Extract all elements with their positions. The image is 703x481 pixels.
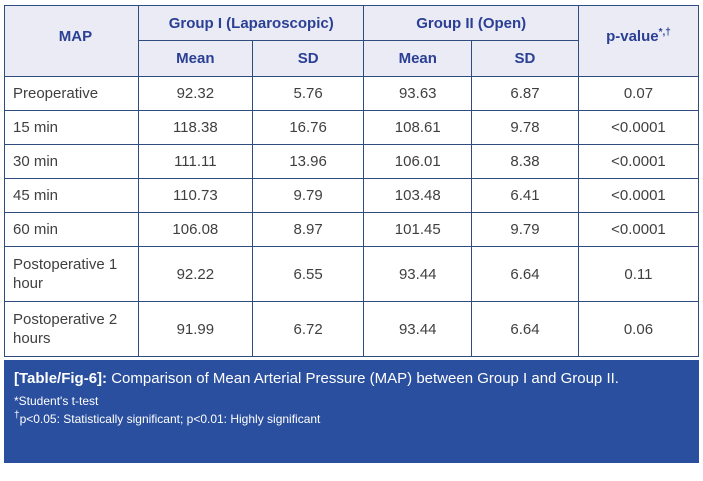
p-value: <0.0001 bbox=[577, 110, 700, 145]
table-row-postop-2hours: Postoperative 2 hours 91.99 6.72 93.44 6… bbox=[4, 301, 700, 357]
figure-caption: [Table/Fig-6]: Comparison of Mean Arteri… bbox=[4, 360, 699, 463]
group1-sd-value: 8.97 bbox=[251, 212, 365, 247]
group2-sd-value: 6.64 bbox=[471, 301, 579, 357]
group1-sd-value: 6.55 bbox=[251, 246, 365, 302]
group2-sd-value: 9.78 bbox=[471, 110, 579, 145]
group1-mean-value: 92.32 bbox=[137, 76, 253, 111]
p-value-header-label: p-value bbox=[606, 27, 659, 45]
row-label: Postoperative 2 hours bbox=[4, 301, 139, 357]
row-label: 45 min bbox=[4, 178, 139, 213]
group2-sd-value: 8.38 bbox=[471, 144, 579, 179]
table-row-60min: 60 min 106.08 8.97 101.45 9.79 <0.0001 bbox=[4, 212, 700, 247]
row-label: 15 min bbox=[4, 110, 139, 145]
group2-mean-value: 93.63 bbox=[363, 76, 473, 111]
table-row-45min: 45 min 110.73 9.79 103.48 6.41 <0.0001 bbox=[4, 178, 700, 213]
group1-sd-value: 13.96 bbox=[251, 144, 365, 179]
row-label: 30 min bbox=[4, 144, 139, 179]
group2-mean-value: 106.01 bbox=[363, 144, 473, 179]
footnote-significance: †p<0.05: Statistically significant; p<0.… bbox=[14, 410, 687, 428]
caption-tag: [Table/Fig-6]: bbox=[14, 370, 108, 387]
group1-mean-value: 110.73 bbox=[137, 178, 253, 213]
group2-sd-value: 6.64 bbox=[471, 246, 579, 302]
p-value-header: p-value*,† bbox=[577, 5, 700, 77]
p-value: 0.07 bbox=[577, 76, 700, 111]
table-row-30min: 30 min 111.11 13.96 106.01 8.38 <0.0001 bbox=[4, 144, 700, 179]
group1-header: Group I (Laparoscopic) bbox=[137, 5, 365, 41]
group1-mean-value: 91.99 bbox=[137, 301, 253, 357]
group2-sd-value: 6.41 bbox=[471, 178, 579, 213]
group-header-row: MAP Group I (Laparoscopic) Group II (Ope… bbox=[4, 5, 700, 77]
table-row-15min: 15 min 118.38 16.76 108.61 9.78 <0.0001 bbox=[4, 110, 700, 145]
table-figure: MAP Group I (Laparoscopic) Group II (Ope… bbox=[4, 5, 700, 463]
table-header: MAP Group I (Laparoscopic) Group II (Ope… bbox=[4, 5, 700, 77]
footnote-students-t-test: *Student's t-test bbox=[14, 394, 99, 408]
sub-header-row: Mean SD Mean SD bbox=[5, 40, 699, 77]
group2-mean-value: 93.44 bbox=[363, 301, 473, 357]
group2-mean-value: 108.61 bbox=[363, 110, 473, 145]
group2-mean-value: 103.48 bbox=[363, 178, 473, 213]
p-value: <0.0001 bbox=[577, 212, 700, 247]
p-value-header-superscript: *,† bbox=[658, 26, 671, 38]
map-comparison-table: MAP Group I (Laparoscopic) Group II (Ope… bbox=[4, 5, 700, 357]
group1-sd-value: 5.76 bbox=[251, 76, 365, 111]
group2-sd-value: 6.87 bbox=[471, 76, 579, 111]
group2-header: Group II (Open) bbox=[363, 5, 579, 41]
group1-sd-value: 6.72 bbox=[251, 301, 365, 357]
table-body: Preoperative 92.32 5.76 93.63 6.87 0.07 … bbox=[4, 76, 700, 357]
group1-sd-value: 16.76 bbox=[251, 110, 365, 145]
group1-sd-value: 9.79 bbox=[251, 178, 365, 213]
table-row-preoperative: Preoperative 92.32 5.76 93.63 6.87 0.07 bbox=[4, 76, 700, 111]
row-label: Postoperative 1 hour bbox=[4, 246, 139, 302]
group2-sd-header: SD bbox=[471, 40, 579, 77]
group1-sd-header: SD bbox=[251, 40, 365, 77]
group2-mean-value: 93.44 bbox=[363, 246, 473, 302]
group2-mean-value: 101.45 bbox=[363, 212, 473, 247]
p-value: <0.0001 bbox=[577, 178, 700, 213]
footnote-significance-text: p<0.05: Statistically significant; p<0.0… bbox=[19, 412, 321, 426]
caption-text: Comparison of Mean Arterial Pressure (MA… bbox=[111, 370, 619, 387]
row-label: 60 min bbox=[4, 212, 139, 247]
table-row-postop-1hour: Postoperative 1 hour 92.22 6.55 93.44 6.… bbox=[4, 246, 700, 302]
p-value: 0.06 bbox=[577, 301, 700, 357]
group2-sd-value: 9.79 bbox=[471, 212, 579, 247]
group1-mean-value: 111.11 bbox=[137, 144, 253, 179]
group2-mean-header: Mean bbox=[363, 40, 473, 77]
caption-title: [Table/Fig-6]: Comparison of Mean Arteri… bbox=[14, 369, 687, 389]
map-column-header: MAP bbox=[4, 5, 139, 77]
row-label: Preoperative bbox=[4, 76, 139, 111]
group1-mean-value: 106.08 bbox=[137, 212, 253, 247]
group1-mean-value: 92.22 bbox=[137, 246, 253, 302]
group1-mean-header: Mean bbox=[137, 40, 253, 77]
dagger-symbol: † bbox=[14, 410, 20, 421]
p-value: <0.0001 bbox=[577, 144, 700, 179]
p-value: 0.11 bbox=[577, 246, 700, 302]
group1-mean-value: 118.38 bbox=[137, 110, 253, 145]
